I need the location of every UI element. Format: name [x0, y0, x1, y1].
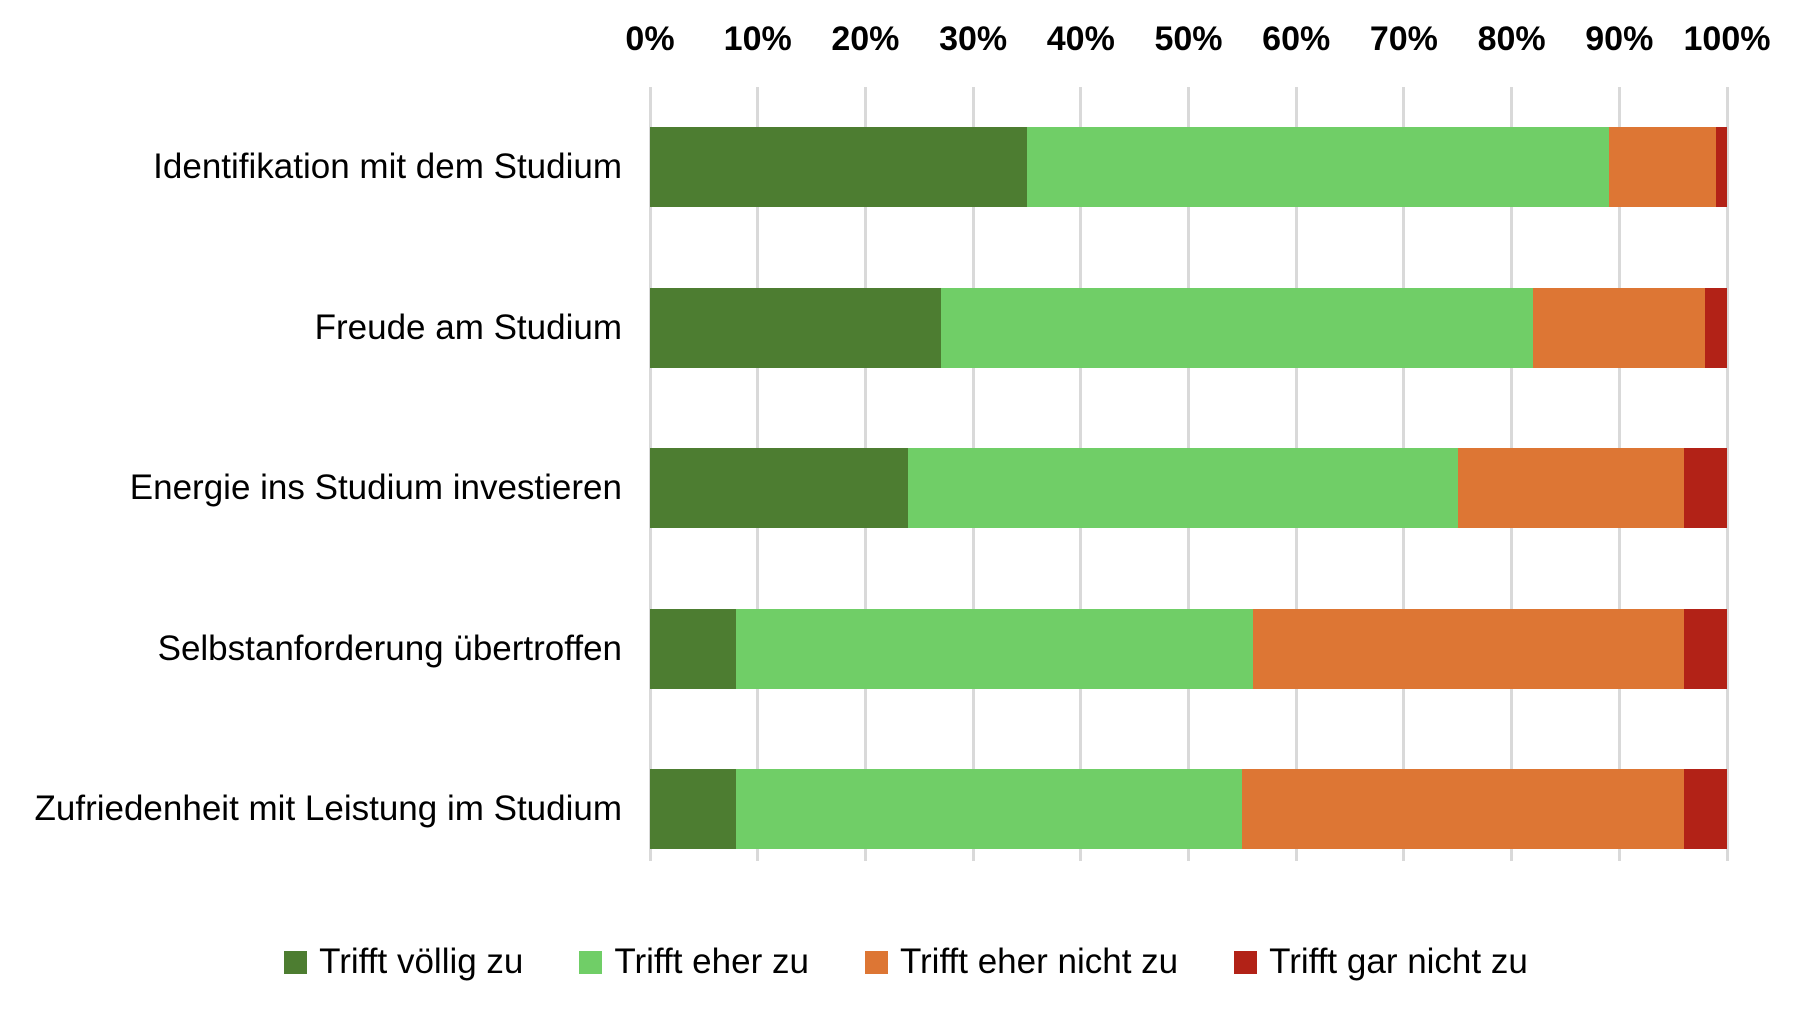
bar-segment	[650, 127, 1027, 207]
legend-label: Trifft völlig zu	[319, 942, 524, 981]
bar-segment	[1533, 288, 1706, 368]
category-label: Identifikation mit dem Studium	[153, 147, 622, 186]
bar-segment	[908, 448, 1458, 528]
x-axis-tick-label: 70%	[1369, 20, 1438, 58]
legend-color-swatch-icon	[864, 950, 888, 974]
x-axis-tick-label: 10%	[723, 20, 792, 58]
category-label: Energie ins Studium investieren	[129, 468, 622, 507]
bar-segment	[736, 769, 1243, 849]
legend-item: Trifft eher zu	[579, 942, 809, 982]
bar-segment	[1026, 127, 1609, 207]
bar-segment	[650, 288, 941, 368]
legend-item: Trifft völlig zu	[284, 942, 523, 982]
legend-label: Trifft gar nicht zu	[1269, 942, 1528, 981]
bar-segment	[1683, 609, 1727, 689]
bar-segment	[1608, 127, 1717, 207]
legend-color-swatch-icon	[579, 950, 603, 974]
legend-label: Trifft eher nicht zu	[899, 942, 1179, 981]
bar-row	[650, 448, 1727, 528]
x-axis-tick-label: 20%	[831, 20, 900, 58]
bar-segment	[650, 769, 737, 849]
bar-segment	[1683, 448, 1727, 528]
legend-label: Trifft eher zu	[614, 942, 809, 981]
category-label: Selbstanforderung übertroffen	[157, 629, 622, 668]
x-axis-tick-label: 80%	[1477, 20, 1546, 58]
bar-row	[650, 609, 1727, 689]
bar-segment	[1683, 769, 1727, 849]
x-axis-tick-label: 0%	[625, 20, 675, 58]
x-axis-tick-label: 30%	[939, 20, 1008, 58]
bar-segment	[1253, 609, 1684, 689]
category-label: Freude am Studium	[314, 308, 622, 347]
x-axis-tick-label: 60%	[1262, 20, 1331, 58]
bar-segment	[940, 288, 1534, 368]
x-axis-tick-label: 90%	[1585, 20, 1654, 58]
bar-segment	[1457, 448, 1684, 528]
x-axis-tick-label: 40%	[1046, 20, 1115, 58]
bar-row	[650, 769, 1727, 849]
category-label: Zufriedenheit mit Leistung im Studium	[34, 789, 623, 828]
legend-color-swatch-icon	[1234, 950, 1258, 974]
bar-segment	[1705, 288, 1727, 368]
bar-segment	[1716, 127, 1727, 207]
x-axis-tick-label: 100%	[1683, 20, 1771, 58]
bar-row	[650, 127, 1727, 207]
bar-segment	[1242, 769, 1684, 849]
legend-color-swatch-icon	[284, 950, 308, 974]
bar-row	[650, 288, 1727, 368]
legend-item: Trifft eher nicht zu	[864, 942, 1179, 982]
gridline	[1725, 87, 1729, 861]
x-axis-tick-label: 50%	[1154, 20, 1223, 58]
bar-segment	[650, 448, 909, 528]
legend-item: Trifft gar nicht zu	[1234, 942, 1528, 982]
bar-segment	[736, 609, 1254, 689]
bar-segment	[650, 609, 737, 689]
legend: Trifft völlig zu Trifft eher zu Trifft ehe…	[0, 938, 1812, 986]
